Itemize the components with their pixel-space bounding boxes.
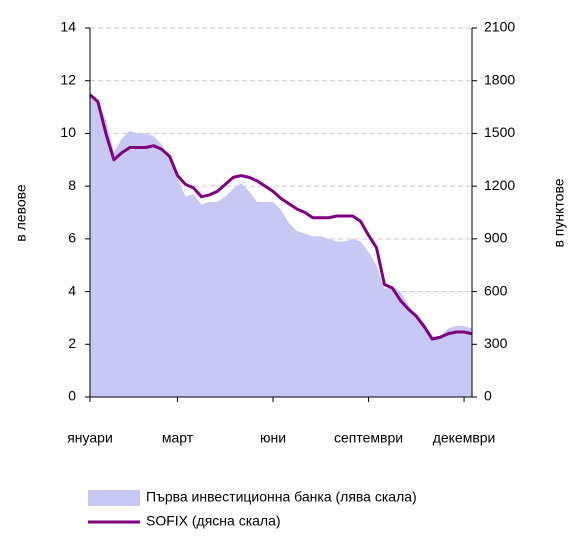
y2-tick-label: 1500	[484, 124, 515, 140]
y2-tick-label: 600	[484, 282, 508, 298]
x-tick-label: януари	[67, 430, 113, 446]
y2-tick-label: 300	[484, 335, 508, 351]
x-tick-label: юни	[260, 430, 286, 446]
legend-label: SOFIX (дясна скала)	[146, 513, 281, 529]
y-tick-label: 10	[60, 124, 76, 140]
line	[89, 93, 473, 341]
y2-tick-label: 1200	[484, 177, 515, 193]
legend-swatch	[88, 490, 140, 506]
legend-label: Първа инвестиционна банка (лява скала)	[146, 489, 417, 505]
y2-tick-label: 1800	[484, 71, 515, 87]
y-tick-label: 0	[68, 388, 76, 404]
y-tick-label: 2	[68, 335, 76, 351]
x-tick-label: март	[162, 430, 194, 446]
y-tick-label: 6	[68, 230, 76, 246]
x-tick-label: декември	[433, 430, 496, 446]
area	[90, 93, 472, 398]
y2-tick-label: 2100	[484, 19, 515, 35]
y-tick-label: 12	[60, 71, 76, 87]
y-tick-label: 14	[60, 19, 76, 35]
y-tick-label: 8	[68, 177, 76, 193]
y2-tick-label: 900	[484, 230, 508, 246]
y-tick-label: 4	[68, 282, 76, 298]
y2-axis-label: в пунктове	[551, 178, 567, 247]
x-tick-label: септември	[334, 430, 403, 446]
y-axis-label: в левове	[13, 184, 29, 242]
y2-tick-label: 0	[484, 388, 492, 404]
